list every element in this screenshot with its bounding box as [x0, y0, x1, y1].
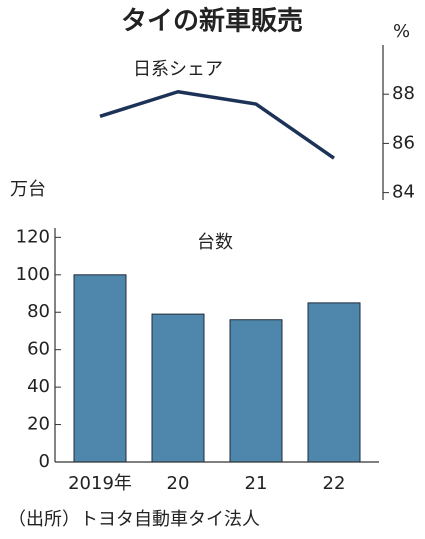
source-note: （出所）トヨタ自動車タイ法人 [8, 509, 260, 530]
bar [229, 319, 283, 463]
bar [307, 302, 361, 463]
x-tick-label: 20 [167, 473, 190, 494]
y-unit: % [393, 21, 410, 42]
y-tick-label: 0 [39, 451, 50, 472]
y-tick-label: 84 [392, 182, 415, 203]
y-tick-label: 60 [27, 339, 50, 360]
y-tick-label: 86 [392, 132, 415, 153]
y-tick-label: 120 [16, 226, 50, 247]
chart-title: タイの新車販売 [121, 6, 303, 37]
y-tick-label: 88 [392, 83, 415, 104]
x-tick-label: 2019年 [68, 473, 132, 494]
x-tick-label: 21 [245, 473, 268, 494]
series-label: 台数 [197, 232, 233, 253]
series-label: 日系シェア [133, 59, 223, 80]
y-tick-label: 40 [27, 376, 50, 397]
y-tick-label: 20 [27, 414, 50, 435]
y-tick-label: 100 [16, 264, 50, 285]
bar [151, 313, 205, 463]
y-tick-label: 80 [27, 301, 50, 322]
bar [73, 274, 127, 463]
y-unit: 万台 [10, 179, 46, 200]
x-tick-label: 22 [323, 473, 346, 494]
line-series [99, 89, 335, 160]
